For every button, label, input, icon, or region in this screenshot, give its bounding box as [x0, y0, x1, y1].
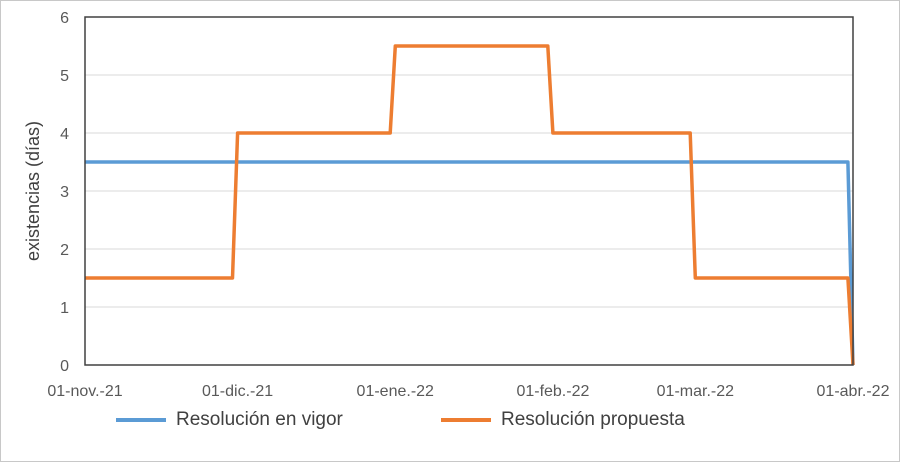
x-tick-label: 01-ene.-22 — [357, 383, 434, 400]
y-tick-label: 5 — [60, 68, 69, 85]
legend-label-vigor: Resolución en vigor — [176, 409, 343, 430]
legend-swatch-vigor — [116, 418, 166, 422]
y-tick-label: 3 — [60, 184, 69, 201]
x-tick-label: 01-nov.-21 — [47, 383, 122, 400]
y-axis-label: existencias (días) — [23, 121, 43, 261]
x-tick-labels: 01-nov.-21 01-dic.-21 01-ene.-22 01-feb.-22… — [47, 383, 889, 400]
x-tick-label: 01-feb.-22 — [516, 383, 589, 400]
plot-area-border — [84, 16, 854, 366]
y-tick-label: 1 — [60, 300, 69, 317]
legend-swatch-propuesta — [441, 418, 491, 422]
y-tick-label: 4 — [60, 126, 69, 143]
gridlines — [85, 74, 853, 308]
y-tick-label: 0 — [60, 358, 69, 375]
y-tick-labels: 0 1 2 3 4 5 6 — [60, 10, 69, 375]
series-line-resolucion-propuesta — [85, 44, 855, 366]
series-layer — [85, 44, 855, 366]
legend-item-propuesta: Resolución propuesta — [441, 409, 685, 431]
legend-item-vigor: Resolución en vigor — [116, 409, 343, 431]
x-tick-label: 01-abr.-22 — [817, 383, 890, 400]
series-line-resolucion-en-vigor — [85, 160, 855, 366]
x-tick-label: 01-mar.-22 — [657, 383, 734, 400]
x-tick-label: 01-dic.-21 — [202, 383, 273, 400]
legend-label-propuesta: Resolución propuesta — [501, 409, 685, 430]
y-tick-label: 2 — [60, 242, 69, 259]
y-tick-label: 6 — [60, 10, 69, 27]
